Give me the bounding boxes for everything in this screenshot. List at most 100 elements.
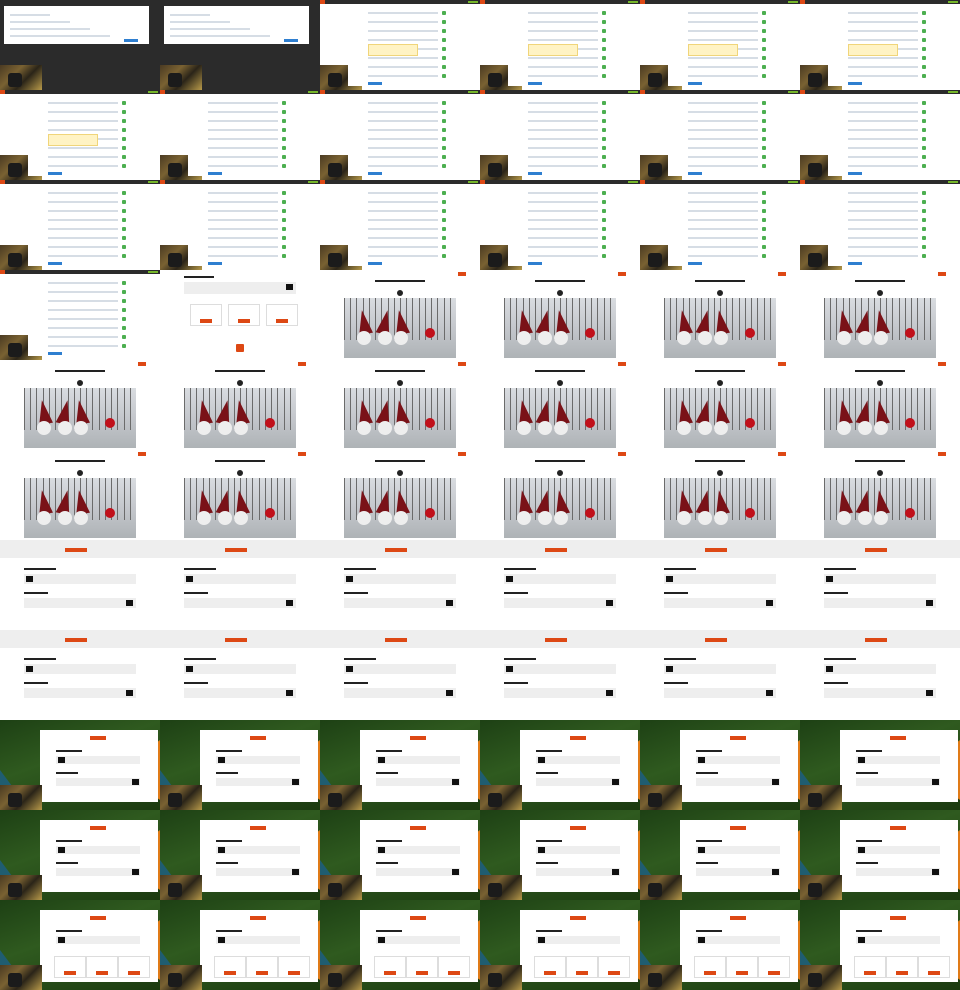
form-field[interactable] [48,129,118,131]
card-button[interactable] [288,971,300,975]
form-field[interactable] [688,75,758,77]
form-field[interactable] [528,255,598,257]
form-field[interactable] [368,147,438,149]
form-field[interactable] [528,138,598,140]
form-field[interactable] [368,30,438,32]
ubuntu-logo-icon[interactable] [800,0,805,4]
form-field[interactable] [848,66,918,68]
create-button[interactable] [410,826,426,830]
form-field[interactable] [848,255,918,257]
form-field[interactable] [528,237,598,239]
form-field[interactable] [368,156,438,158]
form-field[interactable] [688,219,758,221]
card-button[interactable] [544,971,556,975]
save-button[interactable] [848,82,862,85]
screenshot-thumbnail[interactable] [0,90,160,180]
dialog-field[interactable] [170,28,250,30]
option-card[interactable] [438,956,470,978]
form-field[interactable] [688,129,758,131]
form-field[interactable] [208,201,278,203]
ubuntu-logo-icon[interactable] [0,180,5,184]
screenshot-thumbnail[interactable] [320,90,480,180]
form-field[interactable] [208,246,278,248]
report-button[interactable] [458,452,466,456]
form-field[interactable] [528,156,598,158]
form-field[interactable] [688,111,758,113]
ubuntu-logo-icon[interactable] [480,0,485,4]
form-field[interactable] [848,156,918,158]
form-field[interactable] [48,300,118,302]
form-field[interactable] [688,156,758,158]
form-field[interactable] [688,138,758,140]
create-button[interactable] [545,548,567,552]
card-button[interactable] [608,971,620,975]
dialog-field[interactable] [10,21,70,23]
form-field[interactable] [48,309,118,311]
option-card[interactable] [534,956,566,978]
screenshot-thumbnail[interactable] [320,630,480,720]
save-button[interactable] [48,172,62,175]
form-field[interactable] [848,219,918,221]
form-field[interactable] [48,291,118,293]
form-field[interactable] [208,165,278,167]
form-field[interactable] [848,102,918,104]
report-button[interactable] [778,452,786,456]
save-button[interactable] [848,172,862,175]
option-card[interactable] [694,956,726,978]
form-field[interactable] [688,246,758,248]
form-field[interactable] [368,138,438,140]
option-card[interactable] [278,956,310,978]
screenshot-thumbnail[interactable] [0,450,160,540]
form-field[interactable] [848,192,918,194]
form-field[interactable] [208,111,278,113]
screenshot-thumbnail[interactable] [640,270,800,360]
card-button[interactable] [896,971,908,975]
report-button[interactable] [618,452,626,456]
form-field[interactable] [368,246,438,248]
report-button[interactable] [458,272,466,276]
continue-button[interactable] [284,39,298,42]
form-field[interactable] [848,129,918,131]
form-field[interactable] [688,147,758,149]
form-field[interactable] [528,120,598,122]
form-field[interactable] [208,255,278,257]
form-field[interactable] [208,120,278,122]
form-field[interactable] [528,12,598,14]
ubuntu-logo-icon[interactable] [0,270,5,274]
screenshot-thumbnail[interactable] [0,360,160,450]
screenshot-thumbnail[interactable] [640,180,800,270]
form-field[interactable] [528,246,598,248]
screenshot-thumbnail[interactable] [480,90,640,180]
create-button[interactable] [890,826,906,830]
screenshot-thumbnail[interactable] [800,720,960,810]
form-field[interactable] [688,66,758,68]
form-field[interactable] [48,318,118,320]
form-field[interactable] [48,327,118,329]
screenshot-thumbnail[interactable] [480,270,640,360]
screenshot-thumbnail[interactable] [320,270,480,360]
form-field[interactable] [368,120,438,122]
save-button[interactable] [368,82,382,85]
form-field[interactable] [368,228,438,230]
screenshot-thumbnail[interactable] [480,540,640,630]
screenshot-thumbnail[interactable] [320,360,480,450]
form-field[interactable] [848,75,918,77]
option-card[interactable] [374,956,406,978]
dialog-field[interactable] [170,21,230,23]
option-card[interactable] [214,956,246,978]
form-field[interactable] [848,111,918,113]
save-button[interactable] [528,172,542,175]
create-button[interactable] [410,916,426,920]
ubuntu-logo-icon[interactable] [800,90,805,94]
card-button[interactable] [224,971,236,975]
form-field[interactable] [48,111,118,113]
option-card[interactable] [118,956,150,978]
screenshot-thumbnail[interactable] [800,270,960,360]
option-card[interactable] [266,304,298,326]
option-card[interactable] [918,956,950,978]
dialog-field[interactable] [170,14,210,16]
create-button[interactable] [385,638,407,642]
screenshot-thumbnail[interactable] [800,180,960,270]
screenshot-thumbnail[interactable] [800,540,960,630]
save-button[interactable] [528,262,542,265]
